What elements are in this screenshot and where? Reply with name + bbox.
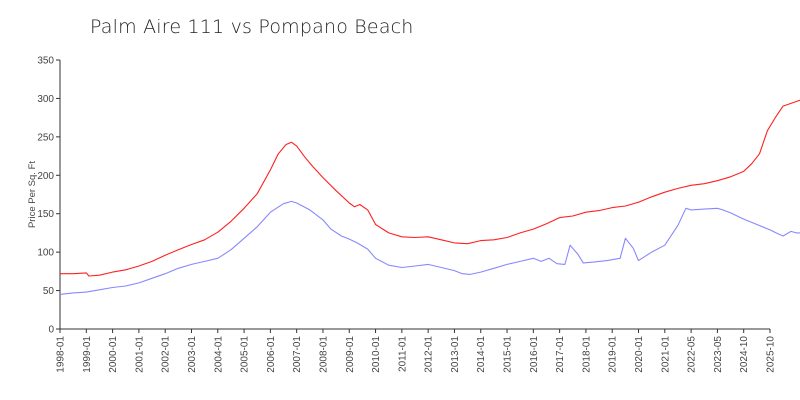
x-tick-label: 2017-01 (555, 336, 566, 373)
x-tick-label: 2011-01 (397, 336, 408, 372)
y-tick-label: 100 (37, 248, 54, 259)
y-tick-label: 250 (37, 132, 54, 143)
x-tick-label: 2001-01 (134, 336, 145, 373)
x-tick-label: 2007-01 (292, 336, 303, 373)
x-tick-label: 2020-01 (634, 336, 645, 373)
x-tick-label: 2008-01 (318, 336, 329, 373)
x-tick-label: 2014-01 (476, 336, 487, 373)
y-tick-label: 50 (43, 286, 55, 297)
x-tick-label: 2023-05 (713, 336, 724, 373)
x-axis-ticks: 1998-01 1999-01 2000-01 2001-01 2002-01 2003-… (56, 329, 777, 373)
x-tick-label: 2025-10 (766, 336, 777, 373)
x-tick-label: 2015-01 (503, 336, 514, 373)
x-tick-label: 2006-01 (266, 336, 277, 373)
x-tick-label: 2021-01 (660, 336, 671, 373)
x-tick-label: 2002-01 (161, 336, 172, 373)
series-line (59, 200, 800, 295)
y-tick-label: 150 (37, 209, 54, 220)
y-tick-label: 350 (37, 56, 54, 67)
y-axis-label: Price Per Sq. Ft (27, 161, 38, 228)
x-tick-label: 2018-01 (581, 336, 592, 373)
x-tick-label: 2012-01 (424, 336, 435, 373)
chart-title: Palm Aire 111 vs Pompano Beach (90, 16, 414, 38)
y-tick-label: 200 (37, 171, 54, 182)
x-tick-label: 2005-01 (240, 336, 251, 373)
series-line (60, 99, 800, 277)
x-tick-label: 2013-01 (450, 336, 461, 373)
chart-axes (59, 60, 770, 330)
x-tick-label: 2000-01 (108, 336, 119, 373)
x-tick-label: 2009-01 (345, 336, 356, 373)
x-tick-label: 1998-01 (56, 336, 67, 373)
y-tick-label: 300 (37, 94, 54, 105)
y-tick-label: 0 (48, 325, 54, 336)
y-axis-ticks: 0 50 100 150 200 250 300 350 (37, 56, 60, 336)
x-tick-label: 2022-05 (687, 336, 698, 373)
x-tick-label: 2003-01 (187, 336, 198, 373)
x-tick-label: 2016-01 (529, 336, 540, 373)
x-tick-label: 2024-10 (739, 336, 750, 373)
x-tick-label: 2019-01 (608, 336, 619, 373)
series-lines (59, 99, 800, 295)
x-tick-label: 1999-01 (82, 336, 93, 373)
x-tick-label: 2010-01 (371, 336, 382, 373)
x-tick-label: 2004-01 (213, 336, 224, 373)
